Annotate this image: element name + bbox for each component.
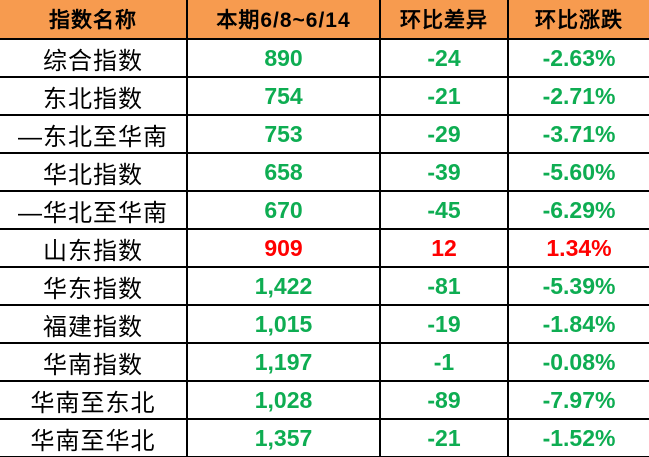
table-row: —东北至华南 753 -29 -3.71% [0,114,649,154]
index-name-cell: 华东指数 [0,266,188,306]
table-row: 华南至东北 1,028 -89 -7.97% [0,380,649,420]
table-row: 华南指数 1,197 -1 -0.08% [0,342,649,382]
mom-diff-cell: -81 [379,266,509,306]
index-name-cell: 山东指数 [0,228,188,268]
current-value-cell: 1,357 [186,418,381,457]
mom-diff-cell: -24 [379,38,509,78]
mom-diff-cell: -45 [379,190,509,230]
table-row: 综合指数 890 -24 -2.63% [0,38,649,78]
current-value-cell: 1,015 [186,304,381,344]
current-value-cell: 658 [186,152,381,192]
mom-change-cell: -1.52% [507,418,649,457]
mom-diff-cell: -89 [379,380,509,420]
current-value-cell: 909 [186,228,381,268]
table-row: —华北至华南 670 -45 -6.29% [0,190,649,230]
mom-diff-cell: -21 [379,76,509,116]
mom-diff-cell: -19 [379,304,509,344]
mom-change-cell: -1.84% [507,304,649,344]
mom-change-cell: -3.71% [507,114,649,154]
mom-diff-cell: -1 [379,342,509,382]
mom-change-cell: -0.08% [507,342,649,382]
table-row: 福建指数 1,015 -19 -1.84% [0,304,649,344]
table-row: 华东指数 1,422 -81 -5.39% [0,266,649,306]
index-name-cell: 华南至东北 [0,380,188,420]
current-value-cell: 670 [186,190,381,230]
table-row: 华南至华北 1,357 -21 -1.52% [0,418,649,457]
mom-change-cell: -2.63% [507,38,649,78]
mom-diff-cell: -21 [379,418,509,457]
table-row: 山东指数 909 12 1.34% [0,228,649,268]
mom-diff-cell: 12 [379,228,509,268]
header-current-period: 本期6/8~6/14 [186,0,381,40]
current-value-cell: 1,422 [186,266,381,306]
header-mom-change: 环比涨跌 [507,0,649,40]
table-body: 综合指数 890 -24 -2.63% 东北指数 754 -21 -2.71% —东北至华南 75… [0,38,649,457]
index-name-cell: 东北指数 [0,76,188,116]
index-name-cell: 华南指数 [0,342,188,382]
mom-change-cell: -5.60% [507,152,649,192]
mom-change-cell: -2.71% [507,76,649,116]
table-row: 东北指数 754 -21 -2.71% [0,76,649,116]
current-value-cell: 754 [186,76,381,116]
current-value-cell: 753 [186,114,381,154]
index-name-cell: 华北指数 [0,152,188,192]
index-name-cell: 综合指数 [0,38,188,78]
index-name-cell: —华北至华南 [0,190,188,230]
mom-change-cell: -7.97% [507,380,649,420]
table-row: 华北指数 658 -39 -5.60% [0,152,649,192]
current-value-cell: 1,197 [186,342,381,382]
current-value-cell: 1,028 [186,380,381,420]
index-name-cell: 福建指数 [0,304,188,344]
index-name-cell: 华南至华北 [0,418,188,457]
mom-change-cell: -6.29% [507,190,649,230]
mom-diff-cell: -39 [379,152,509,192]
current-value-cell: 890 [186,38,381,78]
mom-diff-cell: -29 [379,114,509,154]
header-mom-diff: 环比差异 [379,0,509,40]
index-name-cell: —东北至华南 [0,114,188,154]
header-row: 指数名称 本期6/8~6/14 环比差异 环比涨跌 [0,0,649,40]
mom-change-cell: -5.39% [507,266,649,306]
header-index-name: 指数名称 [0,0,188,40]
mom-change-cell: 1.34% [507,228,649,268]
